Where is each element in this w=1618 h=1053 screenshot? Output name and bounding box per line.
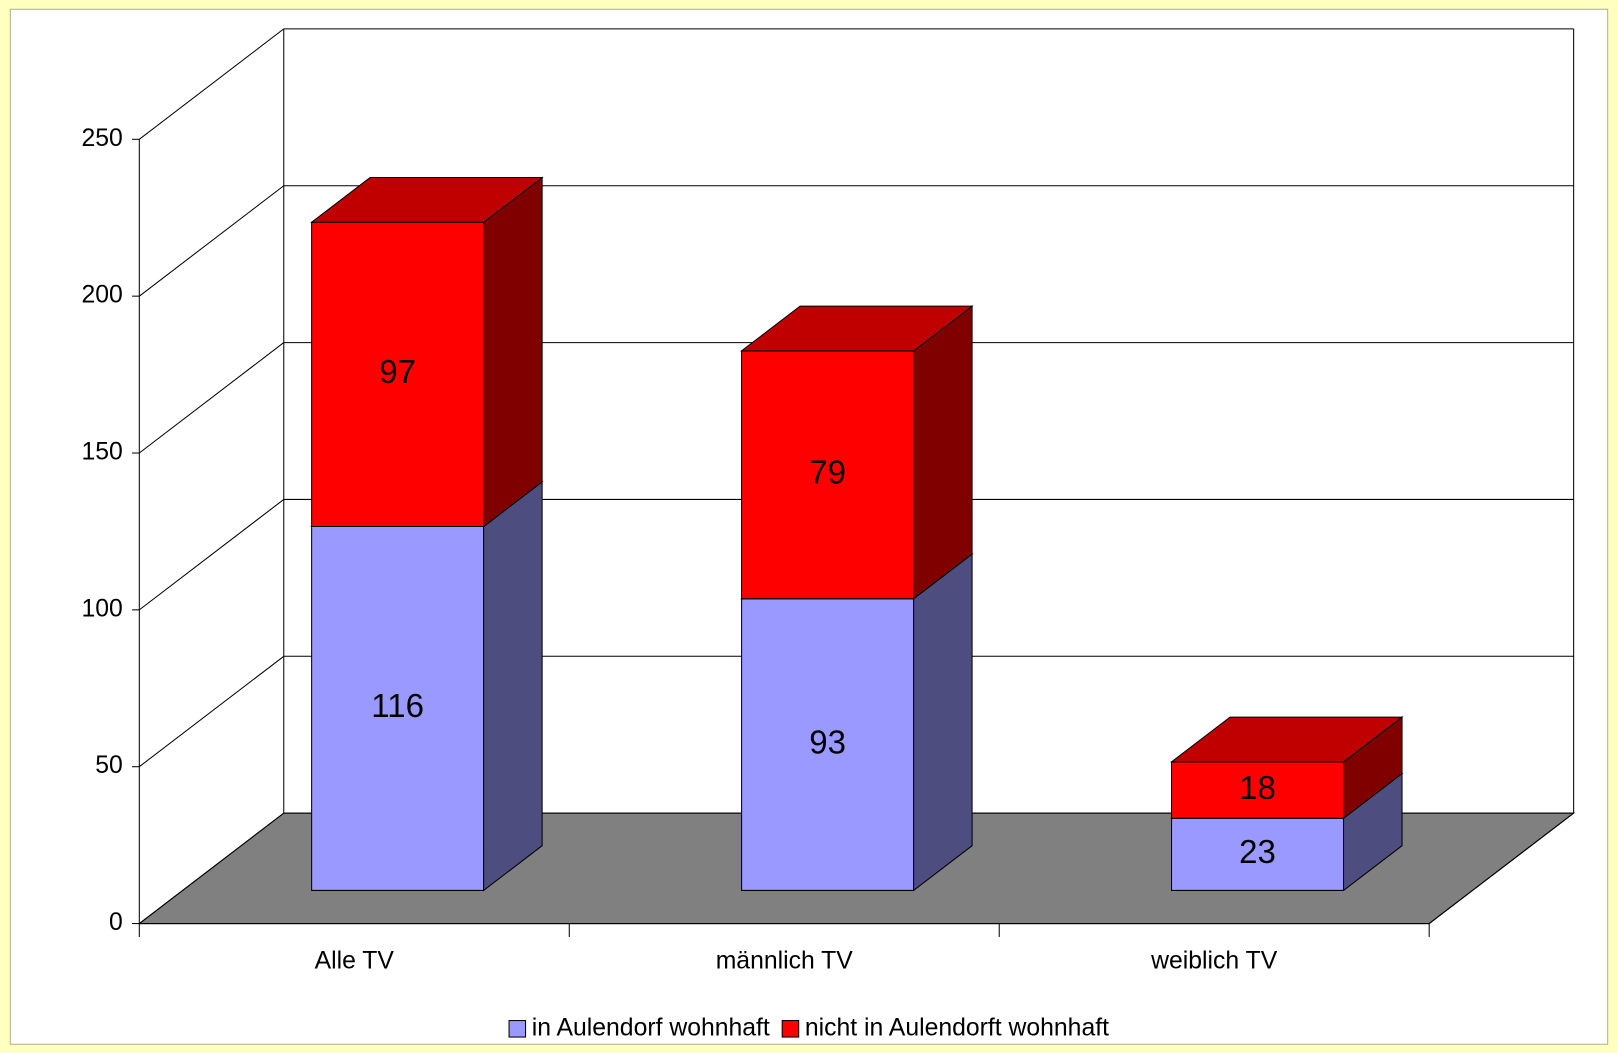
value-label: 93 <box>809 723 846 760</box>
bar-top <box>740 305 974 352</box>
side-grid-line <box>138 812 285 924</box>
y-tick-label: 100 <box>81 595 122 622</box>
legend-swatch <box>781 1020 800 1038</box>
side-grid-line <box>138 655 285 768</box>
side-grid-line <box>138 28 285 140</box>
x-axis-depth <box>1428 812 1574 924</box>
value-label: 18 <box>1239 769 1276 806</box>
value-label: 79 <box>809 453 846 490</box>
side-grid-line <box>138 499 285 611</box>
legend-label: in Aulendorf wohnhaft <box>532 1014 770 1041</box>
legend-label: nicht in Aulendorft wohnhaft <box>805 1014 1109 1041</box>
y-tick-label: 150 <box>81 439 122 466</box>
side-grid-line <box>138 342 285 454</box>
legend-swatch <box>508 1020 527 1038</box>
bar-side <box>483 176 543 528</box>
y-tick-label: 0 <box>109 909 123 936</box>
side-grid-line <box>138 185 285 297</box>
x-tick-label: Alle TV <box>315 947 395 974</box>
y-tick-label: 200 <box>81 282 122 309</box>
bar-side <box>483 480 543 892</box>
y-tick-label: 250 <box>81 125 122 152</box>
bar-top <box>310 177 544 223</box>
bar-side <box>913 552 973 892</box>
chart-area: 0 50 100 150 200 250 Alle TV 116 97 männlich TV 93… <box>9 8 1609 1045</box>
value-label: 23 <box>1239 833 1276 870</box>
bar-side <box>913 305 973 600</box>
value-label: 116 <box>371 687 424 724</box>
y-tick-label: 50 <box>95 752 123 779</box>
bar-top <box>1170 716 1404 763</box>
x-tick-label: weiblich TV <box>1150 947 1278 974</box>
value-label: 97 <box>379 353 416 390</box>
x-tick-label: männlich TV <box>716 947 854 974</box>
